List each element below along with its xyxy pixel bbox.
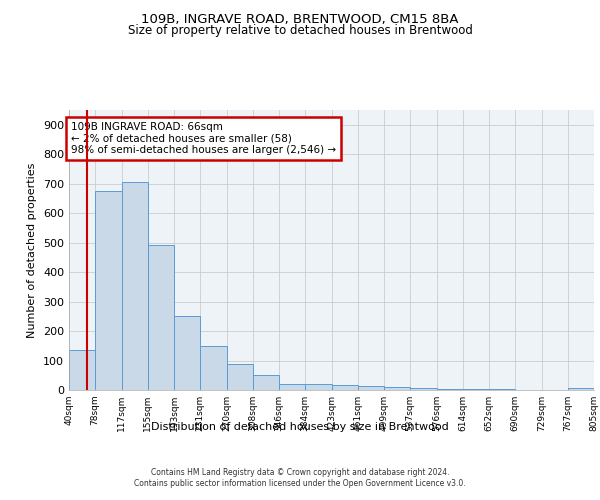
Bar <box>437 389 463 390</box>
Bar <box>463 389 489 390</box>
Bar <box>200 346 227 390</box>
Bar <box>69 350 95 390</box>
Text: 109B INGRAVE ROAD: 66sqm
← 2% of detached houses are smaller (58)
98% of semi-de: 109B INGRAVE ROAD: 66sqm ← 2% of detache… <box>71 122 336 155</box>
Bar <box>384 387 410 390</box>
Y-axis label: Number of detached properties: Number of detached properties <box>28 162 37 338</box>
Bar <box>174 316 200 390</box>
Bar <box>358 386 384 390</box>
Bar <box>279 384 305 390</box>
Bar <box>568 388 594 390</box>
Bar <box>305 384 332 390</box>
Bar <box>332 384 358 390</box>
Text: Distribution of detached houses by size in Brentwood: Distribution of detached houses by size … <box>151 422 449 432</box>
Bar <box>227 364 253 390</box>
Text: 109B, INGRAVE ROAD, BRENTWOOD, CM15 8BA: 109B, INGRAVE ROAD, BRENTWOOD, CM15 8BA <box>141 12 459 26</box>
Bar <box>122 182 148 390</box>
Text: Size of property relative to detached houses in Brentwood: Size of property relative to detached ho… <box>128 24 472 37</box>
Bar <box>95 191 122 390</box>
Bar <box>148 244 174 390</box>
Bar <box>253 376 279 390</box>
Bar <box>410 388 437 390</box>
Text: Contains HM Land Registry data © Crown copyright and database right 2024.
Contai: Contains HM Land Registry data © Crown c… <box>134 468 466 487</box>
